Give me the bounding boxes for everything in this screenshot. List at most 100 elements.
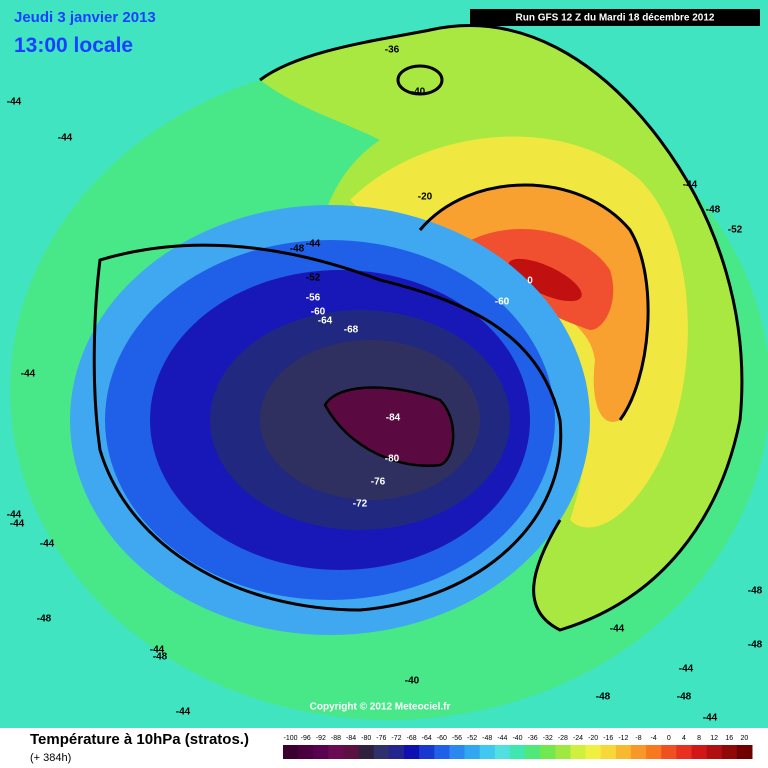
run-box <box>470 9 760 26</box>
colorbar-swatch <box>691 745 708 759</box>
colorbar-swatch <box>373 745 390 759</box>
contour-label: -44 <box>306 239 321 250</box>
colorbar-label: -8 <box>635 735 641 742</box>
colorbar-swatch <box>555 745 571 759</box>
colorbar-label: -88 <box>331 735 341 742</box>
colorbar-swatch <box>721 745 738 759</box>
contour-label: -44 <box>679 664 694 675</box>
colorbar-label: -72 <box>391 735 401 742</box>
colorbar-label: -92 <box>316 735 326 742</box>
contour-label: -64 <box>318 316 333 327</box>
colorbar-label: -64 <box>422 735 432 742</box>
contour-label: -44 <box>58 133 73 144</box>
contour-label: -80 <box>385 454 400 465</box>
contour-label: -44 <box>21 369 36 380</box>
contour-label: -40 <box>411 87 426 98</box>
contour-label: -20 <box>418 192 433 203</box>
colorbar-swatch <box>388 745 405 759</box>
contour-label: -60 <box>311 307 326 318</box>
colorbar-swatch <box>585 745 602 759</box>
contour-label: -60 <box>495 297 510 308</box>
colorbar-swatch <box>646 745 662 759</box>
date-label: Jeudi 3 janvier 2013 <box>14 9 156 26</box>
colorbar-label: -36 <box>528 735 538 742</box>
colorbar-swatch <box>479 745 496 759</box>
contour-label: -48 <box>706 205 721 216</box>
colorbar-swatch <box>661 745 677 759</box>
colorbar-swatch <box>525 745 541 759</box>
contour-label: -48 <box>290 244 305 255</box>
colorbar-label: -100 <box>284 735 298 742</box>
colorbar-swatch <box>509 745 526 759</box>
contour-label: -36 <box>385 45 400 56</box>
colorbar-swatch <box>328 745 345 759</box>
vortex-core <box>323 386 455 467</box>
contour-label: -48 <box>748 586 763 597</box>
colorbar-label: -20 <box>588 735 598 742</box>
colorbar-swatch <box>298 745 314 759</box>
colorbar-swatch <box>630 745 647 759</box>
colorbar-label: -60 <box>437 735 447 742</box>
colorbar-label: -40 <box>512 735 522 742</box>
colorbar-swatch <box>434 745 450 759</box>
colorbar-swatch <box>283 745 299 759</box>
contour-label: -52 <box>306 273 321 284</box>
colorbar-label: 0 <box>667 735 671 742</box>
contour-thick <box>418 183 650 421</box>
colorbar-label: 20 <box>741 735 749 742</box>
colorbar-label: -24 <box>573 735 583 742</box>
contour-label: -48 <box>37 614 52 625</box>
colorbar-label: -80 <box>361 735 371 742</box>
colorbar-label: -76 <box>376 735 386 742</box>
colorbar-label: -52 <box>467 735 477 742</box>
colorbar-swatch <box>494 745 511 759</box>
contour-thick <box>259 24 744 632</box>
colorbar-swatch <box>449 745 466 759</box>
colorbar-label: -68 <box>407 735 417 742</box>
warm-core <box>508 258 582 302</box>
colorbar-label: -56 <box>452 735 462 742</box>
contour-label: -44 <box>703 713 718 724</box>
contour-label: -44 <box>7 510 22 521</box>
colorbar-swatch <box>313 745 329 759</box>
colorbar-label: -16 <box>603 735 613 742</box>
colorbar-swatch <box>343 745 360 759</box>
colorbar-swatch <box>358 745 375 759</box>
colorbar-swatch <box>404 745 420 759</box>
contour-label: -76 <box>371 477 386 488</box>
colorbar-label: -4 <box>651 735 657 742</box>
contour-label: -48 <box>748 640 763 651</box>
contour-label: -84 <box>386 413 401 424</box>
colorbar-swatch <box>676 745 692 759</box>
contour-label: -72 <box>353 499 368 510</box>
contour-thick <box>396 64 444 96</box>
footer-title: Température à 10hPa (stratos.) <box>30 731 249 748</box>
contour-label: -44 <box>176 707 191 718</box>
contour-label: -56 <box>306 293 321 304</box>
contour-label: -48 <box>153 652 168 663</box>
colorbar-label: -12 <box>618 735 628 742</box>
colorbar-label: -84 <box>346 735 356 742</box>
contour-label: -48 <box>677 692 692 703</box>
contour-thick <box>92 243 563 612</box>
copyright: Copyright © 2012 Meteociel.fr <box>310 702 451 713</box>
colorbar-label: 8 <box>697 735 701 742</box>
colorbar-label: -44 <box>497 735 507 742</box>
contour-label: -44 <box>610 624 625 635</box>
colorbar-label: -28 <box>558 735 568 742</box>
contour-label: 0 <box>527 276 533 287</box>
contour-label: -48 <box>596 692 611 703</box>
colorbar-swatch <box>615 745 632 759</box>
contour-label: -68 <box>344 325 359 336</box>
contour-label: -40 <box>405 676 420 687</box>
time-label: 13:00 locale <box>14 34 133 57</box>
colorbar-swatch <box>600 745 617 759</box>
colorbar-swatch <box>736 745 753 759</box>
contour-label: -44 <box>40 539 55 550</box>
colorbar-label: 4 <box>682 735 686 742</box>
colorbar-swatch <box>464 745 481 759</box>
colorbar-label: -32 <box>543 735 553 742</box>
run-label: Run GFS 12 Z du Mardi 18 décembre 2012 <box>516 13 715 24</box>
